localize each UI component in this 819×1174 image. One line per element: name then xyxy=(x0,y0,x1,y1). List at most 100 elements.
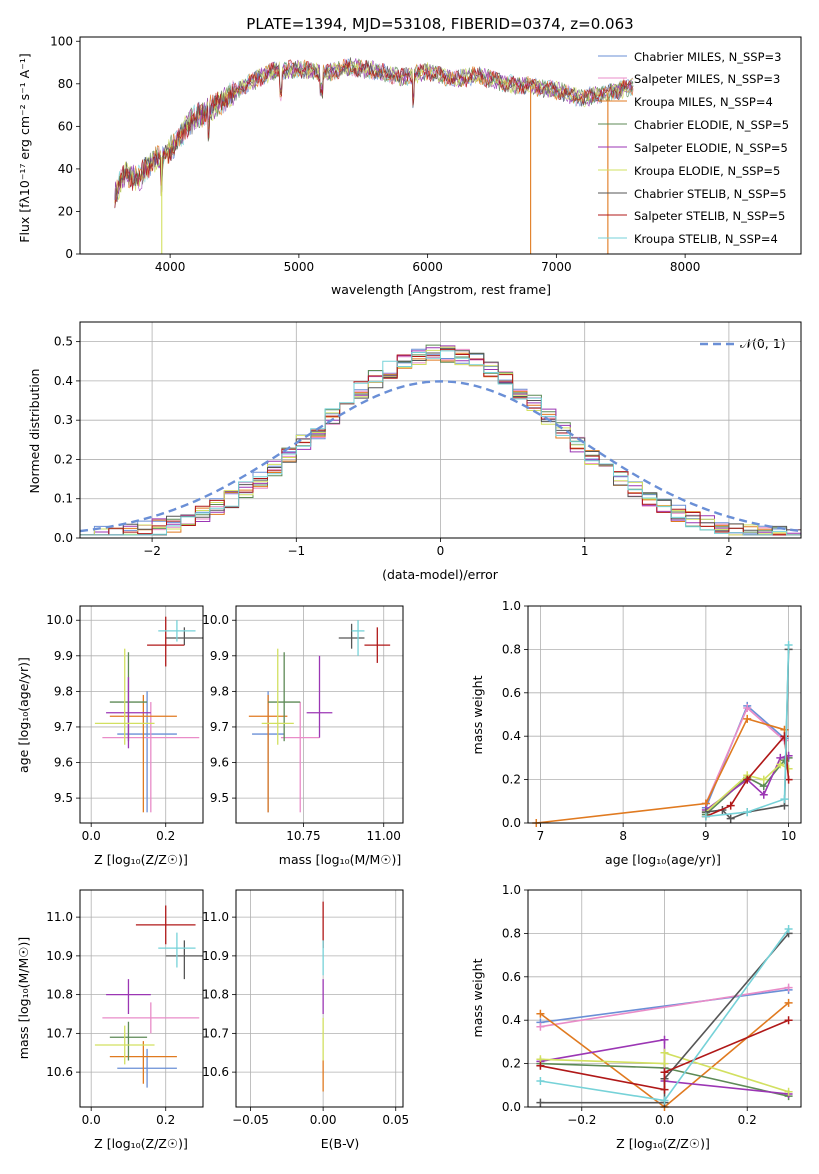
x-tick-label: 0.0 xyxy=(655,1113,674,1127)
weight-line xyxy=(540,1019,789,1091)
weight-vs-metallicity-panel: Z [log₁₀(Z/Z☉)] mass weight −0.2 0.0 0.2 0.… xyxy=(470,883,802,1151)
y-tick-label: 0 xyxy=(65,247,73,261)
axes-frame xyxy=(527,889,802,1108)
weight-marker xyxy=(726,814,735,823)
weight-marker xyxy=(759,775,768,784)
y-tick-label: 10.6 xyxy=(202,1065,229,1079)
y-tick-label: 0.2 xyxy=(54,452,73,466)
axes-frame xyxy=(235,605,404,824)
y-tick-label: 0.2 xyxy=(502,1057,521,1071)
spectrum-line xyxy=(114,59,634,209)
x-tick-label: −2 xyxy=(143,544,161,558)
y-tick-label: 10.9 xyxy=(46,949,73,963)
y-tick-label: 9.7 xyxy=(210,720,229,734)
y-tick-label: 60 xyxy=(58,119,73,133)
y-tick-label: 0.3 xyxy=(54,413,73,427)
x-tick-label: 0 xyxy=(437,544,445,558)
weight-marker xyxy=(536,1061,545,1070)
weight-marker xyxy=(784,641,793,650)
weight-marker xyxy=(784,998,793,1007)
weight-marker xyxy=(660,1059,669,1068)
weight-line xyxy=(536,717,785,824)
weight-marker xyxy=(536,1009,545,1018)
y-tick-label: 10.8 xyxy=(202,988,229,1002)
spectrum-legend: Chabrier MILES, N_SSP=3 Salpeter MILES, … xyxy=(634,50,789,246)
x-tick-label: 1 xyxy=(581,544,589,558)
axes-frame xyxy=(527,605,802,824)
weight-marker xyxy=(660,1096,669,1105)
weight-marker xyxy=(743,775,752,784)
y-tick-label: 0.4 xyxy=(502,1013,521,1027)
spectrum-line xyxy=(114,58,634,208)
weight-marker xyxy=(743,808,752,817)
x-tick-label: −0.2 xyxy=(567,1113,596,1127)
age-vs-metallicity-panel: Z [log₁₀(Z/Z☉)] age [log₁₀(age/yr)] 0.0 0… xyxy=(16,605,204,867)
x-tick-label: 5000 xyxy=(284,260,315,274)
y-tick-label: 9.8 xyxy=(54,684,73,698)
x-tick-label: 0.05 xyxy=(382,1113,409,1127)
mass-metallicity-xlabel: Z [log₁₀(Z/Z☉)] xyxy=(94,1136,188,1151)
age-vs-mass-panel: mass [log₁₀(M/M☉)] 10.75 11.00 9.5 9.6 9.7 9.… xyxy=(202,605,404,867)
axes-frame xyxy=(235,889,404,1108)
weight-marker xyxy=(759,790,768,799)
x-tick-label: 7000 xyxy=(541,260,572,274)
weight-line xyxy=(540,1051,789,1093)
weight-marker xyxy=(536,1076,545,1085)
x-tick-label: 8000 xyxy=(670,260,701,274)
age-metallicity-ylabel: age [log₁₀(age/yr)] xyxy=(16,657,31,773)
legend-entry-3: Chabrier ELODIE, N_SSP=5 xyxy=(634,118,789,132)
y-tick-label: 10.0 xyxy=(46,613,73,627)
y-tick-label: 0.2 xyxy=(502,773,521,787)
weight-marker xyxy=(726,801,735,810)
y-tick-label: 10.9 xyxy=(202,949,229,963)
x-tick-label: 4000 xyxy=(155,260,186,274)
x-tick-label: 6000 xyxy=(412,260,443,274)
y-tick-label: 9.5 xyxy=(54,791,73,805)
x-tick-label: 0.2 xyxy=(156,1113,175,1127)
weight-marker xyxy=(780,732,789,741)
weight-marker xyxy=(743,703,752,712)
y-tick-label: 10.7 xyxy=(46,1026,73,1040)
y-tick-label: 10.0 xyxy=(202,613,229,627)
y-tick-label: 9.5 xyxy=(210,791,229,805)
age-mass-xlabel: mass [log₁₀(M/M☉)] xyxy=(279,852,401,867)
weight-marker xyxy=(743,714,752,723)
normal-reference-curve xyxy=(79,380,802,533)
histogram-ylabel: Normed distribution xyxy=(27,369,42,494)
weight-age-ylabel: mass weight xyxy=(470,675,485,754)
y-tick-label: 9.6 xyxy=(54,756,73,770)
legend-entry-4: Salpeter ELODIE, N_SSP=5 xyxy=(634,141,788,155)
weight-marker xyxy=(701,812,710,821)
x-tick-label: −0.05 xyxy=(232,1113,269,1127)
histogram-step xyxy=(80,349,801,536)
axes-frame xyxy=(79,605,204,824)
y-tick-label: 20 xyxy=(58,204,73,218)
legend-entry-2: Kroupa MILES, N_SSP=4 xyxy=(634,95,773,109)
y-tick-label: 0.0 xyxy=(502,816,521,830)
histogram-xlabel: (data-model)/error xyxy=(382,567,499,582)
y-tick-label: 9.9 xyxy=(54,649,73,663)
spectrum-line xyxy=(114,57,634,208)
legend-entry-1: Salpeter MILES, N_SSP=3 xyxy=(634,72,780,86)
x-tick-label: 0.2 xyxy=(156,829,175,843)
histogram-step xyxy=(80,352,801,536)
x-tick-label: 8 xyxy=(619,829,627,843)
weight-marker xyxy=(784,775,793,784)
spectrum-xlabel: wavelength [Angstrom, rest frame] xyxy=(331,282,551,297)
spectrum-line xyxy=(114,58,634,209)
y-tick-label: 80 xyxy=(58,77,73,91)
spectrum-line xyxy=(114,58,634,204)
x-tick-label: 9 xyxy=(702,829,710,843)
weight-marker xyxy=(660,1048,669,1057)
y-tick-label: 1.0 xyxy=(502,883,521,897)
legend-entry-5: Kroupa ELODIE, N_SSP=5 xyxy=(634,164,780,178)
x-tick-label: 0.0 xyxy=(82,829,101,843)
y-tick-label: 9.6 xyxy=(210,756,229,770)
legend-entry-0: Chabrier MILES, N_SSP=3 xyxy=(634,50,781,64)
y-tick-label: 0.5 xyxy=(54,335,73,349)
x-tick-label: 0.0 xyxy=(82,1113,101,1127)
weight-metallicity-ylabel: mass weight xyxy=(470,958,485,1037)
weight-line xyxy=(540,986,789,1028)
spectrum-title: PLATE=1394, MJD=53108, FIBERID=0374, z=0… xyxy=(246,15,633,33)
